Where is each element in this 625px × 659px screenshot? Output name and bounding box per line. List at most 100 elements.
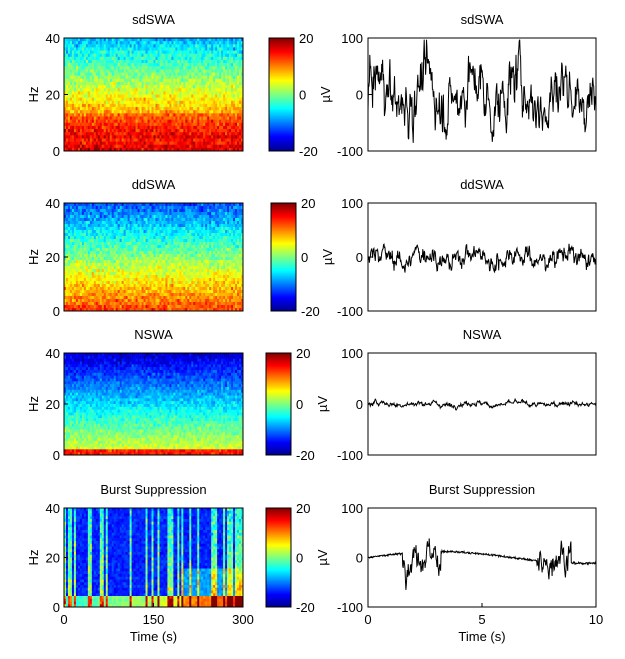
spectrogram-cell <box>213 69 216 73</box>
spectrogram-cell <box>89 275 93 279</box>
spectrogram-cell <box>133 257 136 261</box>
spectrogram-cell <box>149 272 152 276</box>
spectrogram-cell <box>131 287 134 291</box>
spectrogram-cell <box>67 245 71 249</box>
spectrogram-cell <box>169 94 172 98</box>
spectrogram-cell <box>145 147 148 152</box>
spectrogram-cell <box>205 44 208 48</box>
spectrogram-cell <box>109 242 113 246</box>
spectrogram-panel <box>64 38 244 152</box>
spectrogram-cell <box>127 50 130 54</box>
spectrogram-cell <box>81 97 85 102</box>
spectrogram-cell <box>123 215 126 219</box>
spectrogram-cell <box>205 66 208 70</box>
spectrogram-cell <box>123 41 126 45</box>
spectrogram-cell <box>137 308 140 312</box>
spectrogram-cell <box>151 56 154 61</box>
spectrogram-cell <box>81 91 85 95</box>
spectrogram-cell <box>83 290 87 294</box>
spectrogram-cell <box>107 248 111 252</box>
spectrogram-cell <box>213 41 216 45</box>
spectrogram-cell <box>111 227 115 231</box>
spectrogram-cell <box>169 113 172 117</box>
spectrogram-cell <box>133 206 136 210</box>
spectrogram-cell <box>121 308 124 312</box>
spectrogram-cell <box>197 122 200 127</box>
spectrogram-cell <box>157 308 160 312</box>
spectrogram-cell <box>153 47 156 51</box>
spectrogram-cell <box>185 147 188 152</box>
spectrogram-cell <box>75 284 79 288</box>
spectrogram-cell <box>97 308 101 312</box>
spectrogram-cell <box>73 287 77 291</box>
spectrogram-cell <box>149 72 152 76</box>
spectrogram-cell <box>143 103 146 108</box>
spectrogram-cell <box>167 125 170 130</box>
spectrogram-cell <box>65 41 69 45</box>
spectrogram-cell <box>79 88 83 92</box>
spectrogram-cell <box>237 113 240 117</box>
spectrogram-cell <box>107 59 111 64</box>
spectrogram-cell <box>155 63 158 67</box>
spectrogram-cell <box>71 78 75 83</box>
spectrogram-cell <box>93 221 97 225</box>
spectrogram-cell <box>233 85 236 89</box>
spectrogram-cell <box>187 50 190 54</box>
spectrogram-cell <box>113 290 117 294</box>
spectrogram-cell <box>89 66 93 70</box>
spectrogram-cell <box>67 66 71 70</box>
spectrogram-cell <box>237 129 240 133</box>
spectrogram-cell <box>151 254 154 258</box>
spectrogram-cell <box>215 63 218 67</box>
spectrogram-cell <box>95 53 99 58</box>
spectrogram-cell <box>177 66 180 70</box>
spectrogram-cell <box>195 50 198 54</box>
spectrogram-cell <box>69 296 73 300</box>
spectrogram-cell <box>231 63 234 67</box>
spectrogram-cell <box>177 44 180 48</box>
spectrogram-cell <box>95 38 99 42</box>
spectrogram-cell <box>147 260 150 264</box>
spectrogram-cell <box>207 47 210 51</box>
spectrogram-cell <box>193 135 196 139</box>
spectrogram-cell <box>193 53 196 58</box>
spectrogram-cell <box>83 116 87 120</box>
spectrogram-cell <box>167 135 170 139</box>
spectrogram-cell <box>127 144 130 149</box>
spectrogram-cell <box>65 100 69 105</box>
spectrogram-cell <box>105 278 109 282</box>
spectrogram-cell <box>119 138 122 142</box>
spectrogram-cell <box>149 275 152 279</box>
spectrogram-cell <box>211 119 214 124</box>
spectrogram-cell <box>137 129 140 133</box>
spectrogram-cell <box>147 272 150 276</box>
spectrogram-cell <box>125 63 128 67</box>
spectrogram-cell <box>201 59 204 64</box>
spectrogram-cell <box>75 53 79 58</box>
spectrogram-cell <box>75 75 79 80</box>
spectrogram-cell <box>103 66 107 70</box>
spectrogram-cell <box>117 94 120 98</box>
spectrogram-cell <box>119 78 122 83</box>
spectrogram-cell <box>227 38 230 42</box>
spectrogram-cell <box>99 147 103 152</box>
spectrogram-cell <box>73 290 77 294</box>
spectrogram-cell <box>229 69 232 73</box>
spectrogram-cell <box>189 132 192 136</box>
spectrogram-cell <box>79 263 83 267</box>
spectrogram-cell <box>219 125 222 130</box>
spectrogram-cell <box>143 293 146 297</box>
spectrogram-cell <box>73 141 77 146</box>
spectrogram-cell <box>201 81 204 86</box>
spectrogram-cell <box>155 233 158 237</box>
spectrogram-cell <box>141 88 144 92</box>
spectrogram-cell <box>139 215 142 219</box>
spectrogram-cell <box>135 290 138 294</box>
spectrogram-cell <box>79 215 83 219</box>
spectrogram-cell <box>225 97 228 102</box>
spectrogram-cell <box>151 206 154 210</box>
spectrogram-cell <box>139 296 142 300</box>
spectrogram-cell <box>85 209 89 213</box>
spectrogram-cell <box>223 110 226 114</box>
spectrogram-cell <box>203 85 206 89</box>
